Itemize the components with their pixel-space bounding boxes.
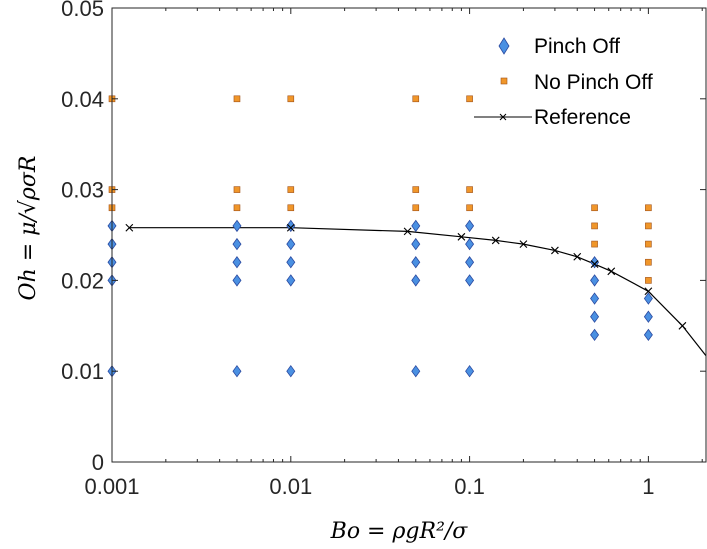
x-tick-label: 1 [642, 474, 654, 499]
plot-frame [111, 7, 707, 463]
pinch-off-point [465, 237, 475, 251]
pinch-off-point [411, 237, 421, 251]
no-pinch-off-point [466, 204, 473, 212]
x-axis-title: Bo = ρgR²/σ [330, 519, 469, 544]
x-tick-label: 0.001 [84, 474, 139, 499]
y-tick-label: 0.02 [61, 268, 104, 293]
pinch-off-point [232, 237, 242, 251]
y-axis-title: Oh = μ/√ρσR [16, 156, 41, 301]
no-pinch-off-point [412, 186, 420, 193]
pinch-off-point [232, 274, 242, 287]
reference-point [607, 267, 616, 276]
legend-item-reference: Reference [474, 106, 631, 129]
y-tick-label: 0.05 [61, 0, 104, 21]
legend-marker-reference [499, 113, 507, 121]
reference-point [644, 287, 653, 296]
no-pinch-off-point [591, 204, 598, 212]
no-pinch-off-point [466, 95, 473, 103]
pinch-off-point [590, 274, 600, 287]
legend-marker-pinch-off [498, 37, 510, 55]
reference-point [491, 236, 500, 245]
pinch-off-point [643, 292, 653, 305]
pinch-off-point [411, 256, 421, 269]
x-tick-label: 0.01 [269, 474, 312, 499]
pinch-off-point [286, 365, 296, 378]
pinch-off-point [286, 219, 296, 233]
legend-item-pinch-off: Pinch Off [498, 35, 620, 58]
no-pinch-off-point [645, 240, 652, 248]
pinch-off-point [232, 256, 242, 269]
no-pinch-off-point [645, 222, 652, 230]
pinch-off-point [643, 310, 653, 323]
pinch-off-point [465, 256, 475, 269]
no-pinch-off-point [591, 240, 598, 248]
pinch-off-point [590, 328, 600, 342]
reference-point [590, 260, 599, 268]
no-pinch-off-point [233, 204, 241, 212]
reference-point [125, 223, 134, 232]
pinch-off-point [643, 328, 653, 342]
no-pinch-off-point [645, 258, 652, 266]
reference-point [403, 227, 412, 236]
pinch-off-point [590, 310, 600, 323]
no-pinch-off-point [466, 186, 473, 193]
reference-point [519, 240, 528, 248]
x-tick-label: 0.1 [454, 474, 485, 499]
no-pinch-off-point [645, 204, 652, 212]
pinch-off-point [286, 274, 296, 287]
y-tick-label: 0.01 [61, 359, 104, 384]
legend-label-no-pinch-off: No Pinch Off [534, 71, 653, 94]
no-pinch-off-point [412, 95, 420, 103]
pinch-off-point [232, 365, 242, 378]
no-pinch-off-point [233, 186, 241, 193]
legend-item-no-pinch-off: No Pinch Off [500, 71, 653, 94]
no-pinch-off-point [287, 204, 295, 212]
legend-label-pinch-off: Pinch Off [534, 35, 620, 58]
pinch-off-point [465, 219, 475, 233]
legend: Pinch Off No Pinch Off Reference [474, 35, 653, 129]
pinch-off-point [411, 219, 421, 233]
pinch-off-point [411, 274, 421, 287]
pinch-off-point [590, 256, 600, 269]
pinch-off-point [465, 274, 475, 287]
reference-point [678, 321, 687, 330]
reference-point [457, 232, 466, 241]
y-tick-label: 0.03 [61, 178, 104, 203]
reference-point [286, 223, 295, 232]
no-pinch-off-point [645, 277, 652, 284]
no-pinch-off-point [591, 222, 598, 230]
reference-point [573, 252, 582, 261]
y-tick-label: 0 [92, 450, 104, 475]
pinch-off-point [286, 256, 296, 269]
no-pinch-off-point [412, 204, 420, 212]
pinch-off-point [465, 365, 475, 378]
no-pinch-off-point [287, 186, 295, 193]
pinch-off-point [590, 292, 600, 305]
no-pinch-off-point [287, 95, 295, 103]
pinch-off-point [232, 219, 242, 233]
legend-marker-no-pinch-off [500, 77, 508, 85]
y-tick-label: 0.04 [61, 87, 104, 112]
no-pinch-off-point [233, 95, 241, 103]
pinch-off-point [286, 237, 296, 251]
pinch-off-point [411, 365, 421, 378]
reference-point [551, 246, 559, 255]
legend-label-reference: Reference [534, 106, 631, 129]
